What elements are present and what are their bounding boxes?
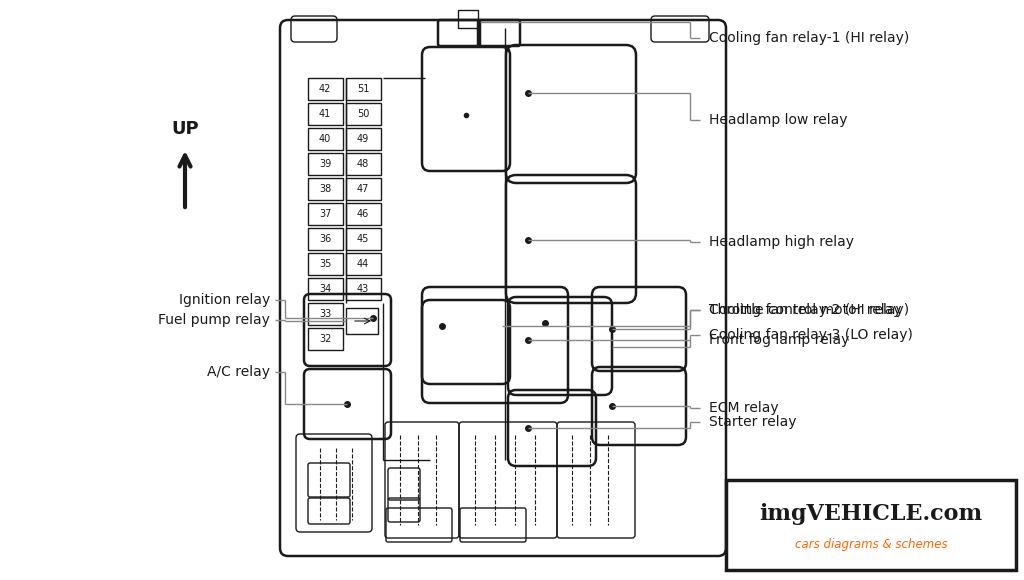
Bar [346,128,381,150]
Bar [346,78,381,100]
Text: Cooling fan relay-1 (HI relay): Cooling fan relay-1 (HI relay) [709,31,909,45]
Text: Front fog lamp relay: Front fog lamp relay [709,333,849,347]
Text: UP: UP [171,120,199,138]
Text: 35: 35 [318,259,331,269]
Bar [346,153,381,175]
Text: ECM relay: ECM relay [709,401,778,415]
Text: 40: 40 [318,134,331,144]
Text: 47: 47 [356,184,370,194]
Text: 41: 41 [318,109,331,119]
Text: A/C relay: A/C relay [207,365,270,379]
Bar [308,253,343,275]
Bar [346,308,378,334]
Text: Cooling fan relay-2 (HI relay): Cooling fan relay-2 (HI relay) [709,303,909,317]
Bar [308,228,343,250]
Bar [346,278,381,300]
Text: 45: 45 [356,234,370,244]
Text: Fuel pump relay: Fuel pump relay [158,313,270,327]
Text: Starter relay: Starter relay [709,415,797,429]
Bar [346,228,381,250]
Text: Cooling fan relay-3 (LO relay): Cooling fan relay-3 (LO relay) [709,328,912,342]
Text: 49: 49 [357,134,369,144]
Text: 32: 32 [318,334,331,344]
Text: imgVEHICLE.com: imgVEHICLE.com [760,503,983,525]
Bar [308,103,343,125]
Bar [346,178,381,200]
Text: 38: 38 [318,184,331,194]
Bar [346,203,381,225]
Text: 33: 33 [318,309,331,319]
Bar [458,10,478,28]
Bar [308,78,343,100]
Text: 50: 50 [356,109,370,119]
Text: 36: 36 [318,234,331,244]
Bar [308,178,343,200]
Text: 48: 48 [357,159,369,169]
Text: Throttle control motor relay: Throttle control motor relay [709,303,901,317]
Bar [308,203,343,225]
Text: Ignition relay: Ignition relay [179,293,270,307]
Bar [308,153,343,175]
Text: 44: 44 [357,259,369,269]
Bar [346,103,381,125]
Bar [308,328,343,350]
Text: Headlamp low relay: Headlamp low relay [709,113,848,127]
Bar [308,128,343,150]
Bar [726,480,1016,570]
Text: 34: 34 [318,284,331,294]
Text: cars diagrams & schemes: cars diagrams & schemes [795,538,947,552]
Text: 43: 43 [357,284,369,294]
Text: 46: 46 [357,209,369,219]
Text: 51: 51 [356,84,370,94]
Text: 42: 42 [318,84,331,94]
Text: 39: 39 [318,159,331,169]
Text: 37: 37 [318,209,331,219]
Bar [308,278,343,300]
Text: Headlamp high relay: Headlamp high relay [709,235,854,249]
Bar [308,303,343,325]
Bar [346,253,381,275]
